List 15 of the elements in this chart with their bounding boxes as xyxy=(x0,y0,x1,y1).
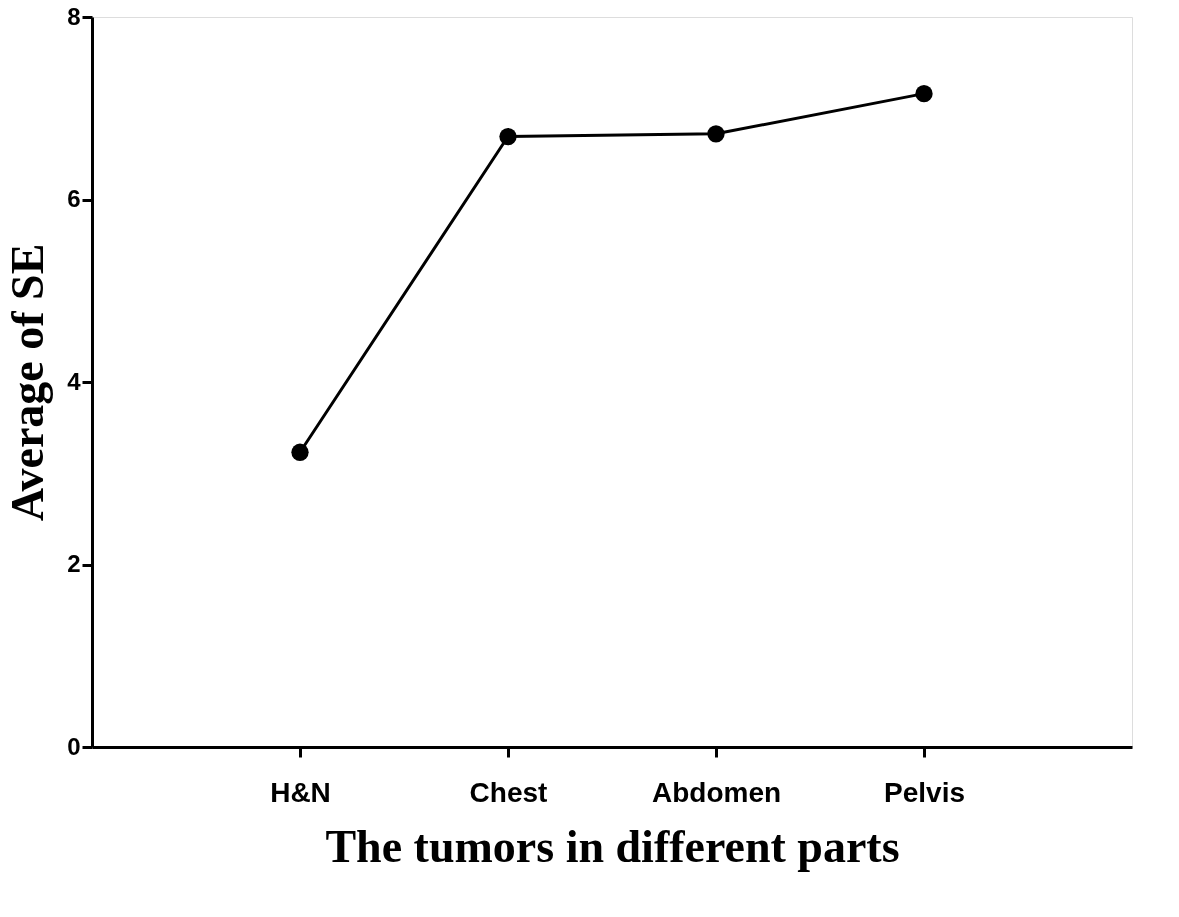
x-tick-label: Chest xyxy=(469,776,548,808)
point xyxy=(707,125,725,143)
y-axis-title: Average of SE xyxy=(2,243,54,522)
y-tick-label: 6 xyxy=(67,185,81,212)
y-tick-label: 2 xyxy=(67,550,81,577)
x-tick-label: Abdomen xyxy=(651,776,782,808)
y-tick-label: 0 xyxy=(67,732,81,760)
x-tick-label: Pelvis xyxy=(884,776,965,808)
x-axis-title: The tumors in different parts xyxy=(325,820,900,872)
y-tick-label: 4 xyxy=(67,367,82,395)
x-tick-label: H&N xyxy=(270,776,331,808)
point xyxy=(915,85,933,103)
point xyxy=(499,127,517,146)
point xyxy=(291,443,309,461)
y-tick-label: 8 xyxy=(67,2,81,30)
